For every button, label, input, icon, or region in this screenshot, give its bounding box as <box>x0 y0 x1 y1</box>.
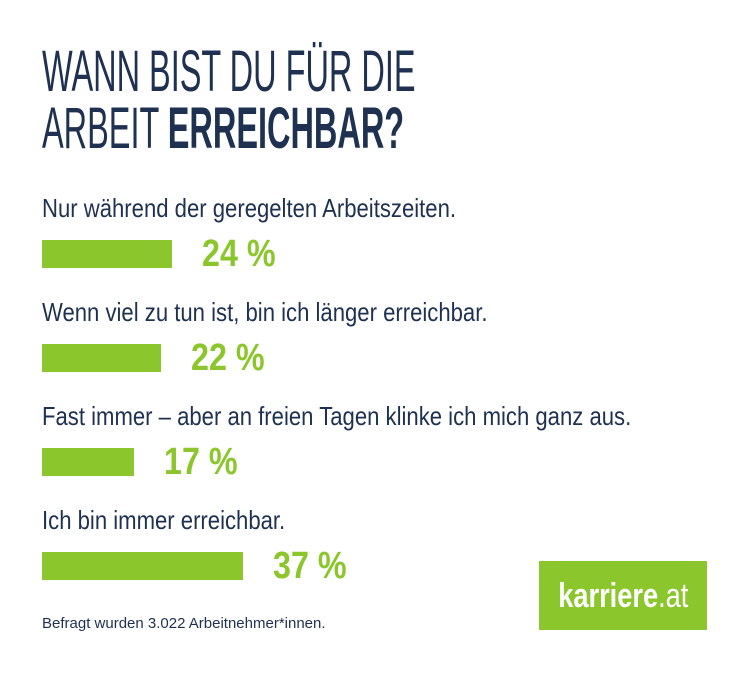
chart-row-longer-when-busy: Wenn viel zu tun ist, bin ich länger err… <box>42 296 702 379</box>
chart-row-always-reachable: Ich bin immer erreichbar. 37 % <box>42 504 702 587</box>
chart-row-regular-hours: Nur während der geregelten Arbeitszeiten… <box>42 192 702 275</box>
bar-label: Nur während der geregelten Arbeitszeiten… <box>42 193 457 223</box>
bar-row: 17 % <box>42 441 702 483</box>
bar-label: Ich bin immer erreichbar. <box>42 505 286 535</box>
bar-value-label: 37 % <box>273 545 347 587</box>
bar <box>42 344 161 372</box>
bar-value-label: 22 % <box>191 337 265 379</box>
bar-value-label: 17 % <box>164 441 238 483</box>
bar-row: 37 % <box>42 545 702 587</box>
bar-label: Wenn viel zu tun ist, bin ich länger err… <box>42 297 488 327</box>
bar-row: 24 % <box>42 233 702 275</box>
bar <box>42 240 172 268</box>
survey-sample-note: Befragt wurden 3.022 Arbeitnehmer*innen. <box>42 615 326 632</box>
bar-row: 22 % <box>42 337 702 379</box>
karriere-at-logo-text: karriere.at <box>558 579 688 613</box>
logo-text-karriere: karriere <box>557 576 658 615</box>
page-title-line2: ARBEIT ERREICHBAR? <box>42 100 709 158</box>
page-title-line1: WANN BIST DU FÜR DIE <box>42 39 416 104</box>
bar-value-label: 24 % <box>202 233 276 275</box>
page-title-line2-regular: ARBEIT <box>42 96 168 161</box>
chart-row-almost-always: Fast immer – aber an freien Tagen klinke… <box>42 400 702 483</box>
page-title: WANN BIST DU FÜR DIE ARBEIT ERREICHBAR? <box>42 39 709 158</box>
page-title-line2-bold: ERREICHBAR? <box>167 96 405 161</box>
bar <box>42 448 134 476</box>
karriere-at-logo: karriere.at <box>539 561 707 630</box>
logo-text-at: .at <box>657 576 689 615</box>
bar-label: Fast immer – aber an freien Tagen klinke… <box>42 401 632 431</box>
bar <box>42 552 243 580</box>
